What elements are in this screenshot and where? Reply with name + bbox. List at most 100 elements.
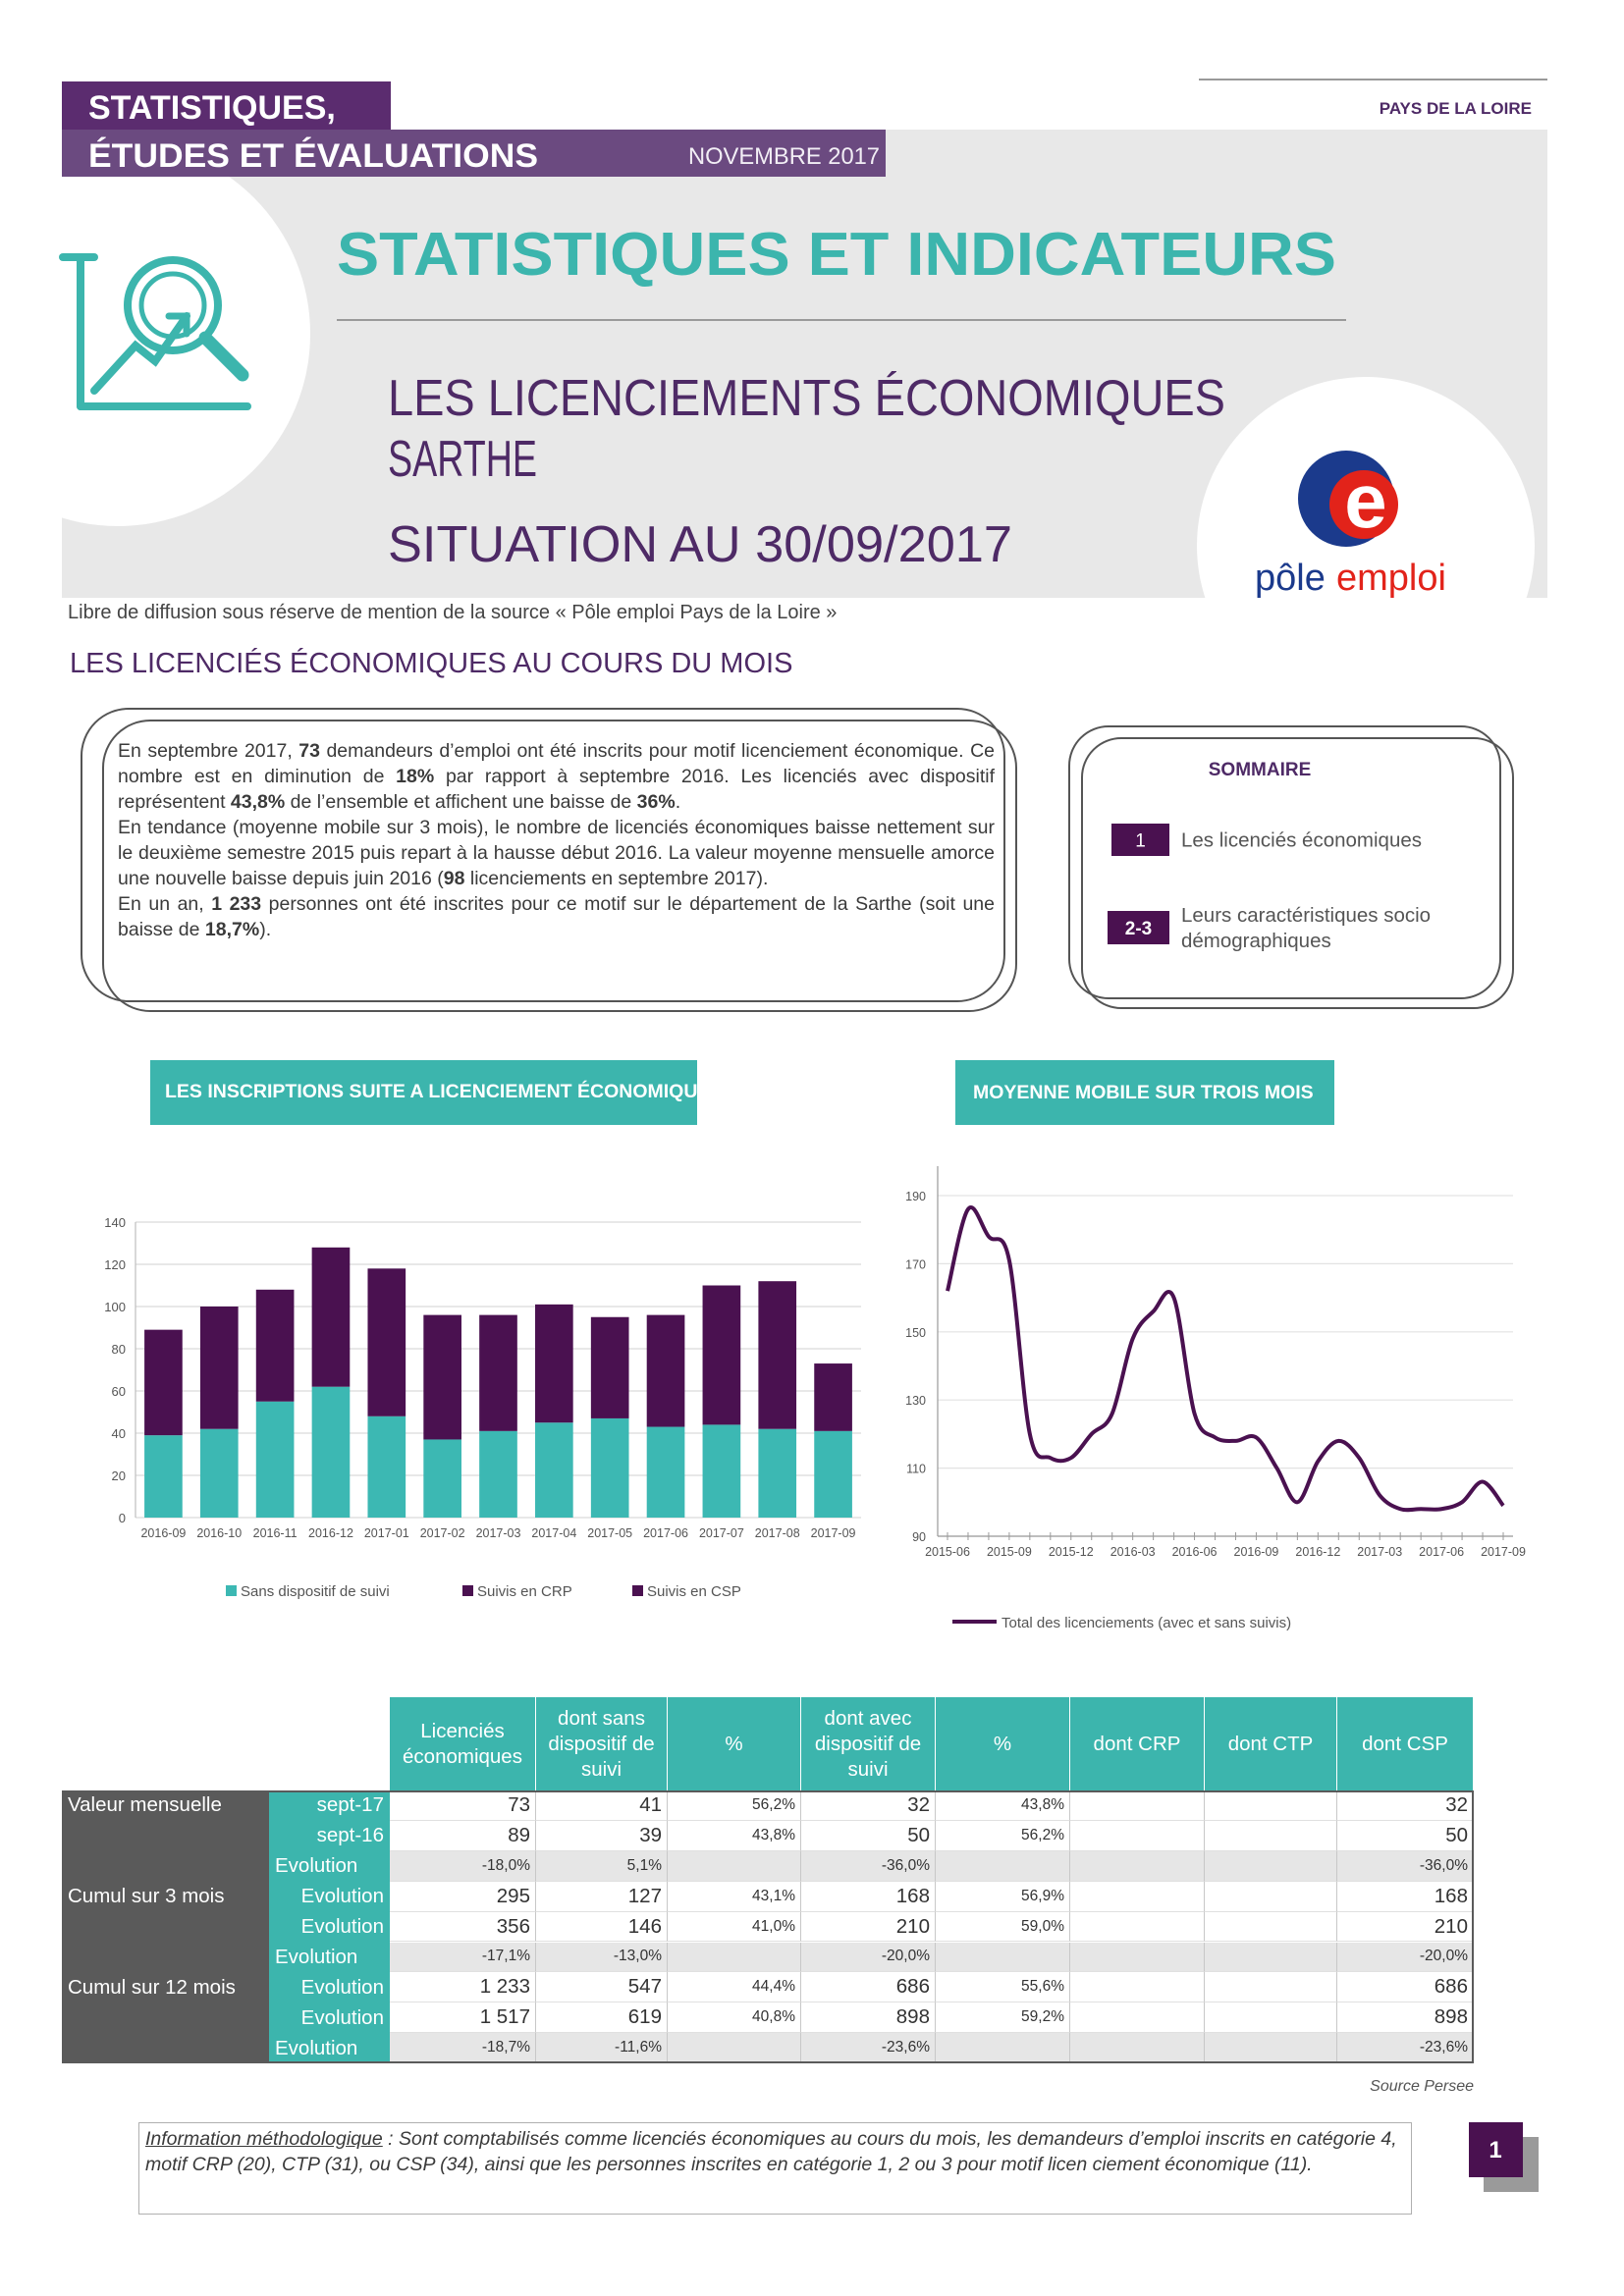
table-cell — [668, 1942, 801, 1973]
table-cell: -20,0% — [801, 1942, 936, 1973]
table-cell: 39 — [536, 1820, 668, 1851]
bar-segment — [758, 1281, 797, 1429]
bar-segment — [535, 1304, 573, 1423]
summary-paragraph: En un an, 1 233 personnes ont été inscri… — [118, 891, 995, 942]
x-tick-label: 2016-06 — [1172, 1545, 1218, 1559]
table-cell — [1070, 1942, 1205, 1973]
table-cell — [936, 1942, 1070, 1973]
section-title: LES LICENCIÉS ÉCONOMIQUES AU COURS DU MO… — [70, 647, 792, 679]
row-label: sept-16 — [316, 1824, 384, 1847]
contents-label: Les licenciés économiques — [1181, 829, 1422, 852]
summary-segment: licenciements en septembre 2017). — [464, 868, 769, 889]
logo-word: pôle — [1255, 558, 1326, 599]
methodology-label: Information méthodologique — [145, 2128, 383, 2150]
table-header-cell: dont CRP — [1070, 1697, 1205, 1790]
table-cell: 1 233 — [390, 1972, 536, 2003]
table-cell: 210 — [801, 1911, 936, 1943]
table-cell: 547 — [536, 1972, 668, 2003]
x-tick-label: 2017-02 — [420, 1526, 465, 1540]
summary-segment: ). — [259, 919, 272, 940]
table-header-cell: dont sans dispositif de suivi — [536, 1697, 668, 1790]
table-cell: 44,4% — [668, 1972, 801, 2003]
table-cell — [1205, 1820, 1337, 1851]
summary-highlight: 36% — [636, 791, 676, 813]
x-tick-label: 2017-06 — [1419, 1545, 1464, 1559]
table-cell — [936, 1850, 1070, 1882]
bar-segment — [199, 1307, 239, 1429]
table-cell: 55,6% — [936, 1972, 1070, 2003]
table-cell — [1070, 1881, 1205, 1912]
row-label: Evolution — [275, 2036, 358, 2059]
x-tick-label: 2017-04 — [531, 1526, 576, 1540]
y-tick-label: 150 — [905, 1326, 926, 1340]
table-cell — [1070, 1790, 1205, 1821]
row-label: Evolution — [275, 1854, 358, 1878]
bar-segment — [702, 1424, 741, 1518]
group-column — [62, 1790, 269, 2064]
contents-page-box — [1108, 911, 1169, 944]
table-cell — [1070, 1972, 1205, 2003]
table-cell: 356 — [390, 1911, 536, 1943]
row-label: Evolution — [300, 1975, 384, 1999]
group-label: Cumul sur 3 mois — [68, 1885, 225, 1908]
summary-paragraph: En septembre 2017, 73 demandeurs d’emplo… — [118, 738, 995, 815]
table-header-cell: Licenciés économiques — [390, 1697, 536, 1790]
row-label: sept-17 — [316, 1793, 384, 1817]
legend-label: Total des licenciements (avec et sans su… — [1001, 1615, 1291, 1631]
x-tick-label: 2017-01 — [364, 1526, 409, 1540]
summary-highlight: 73 — [298, 740, 320, 762]
x-tick-label: 2016-03 — [1110, 1545, 1156, 1559]
x-tick-label: 2017-07 — [699, 1526, 744, 1540]
summary-segment: En septembre 2017, — [118, 740, 299, 762]
legend-swatch — [462, 1585, 473, 1596]
row-label: Evolution — [300, 1915, 384, 1939]
summary-highlight: 98 — [443, 868, 465, 889]
x-tick-label: 2017-09 — [1481, 1545, 1526, 1559]
logo-word: emploi — [1336, 558, 1446, 599]
bar-segment — [144, 1435, 183, 1518]
bar-segment — [423, 1314, 461, 1440]
table-cell: 295 — [390, 1881, 536, 1912]
table-cell: 43,8% — [668, 1820, 801, 1851]
table-cell: -18,0% — [390, 1850, 536, 1882]
x-tick-label: 2017-05 — [587, 1526, 632, 1540]
table-cell — [1205, 1972, 1337, 2003]
summary-highlight: 18,7% — [204, 919, 260, 940]
bar-segment — [646, 1314, 685, 1427]
summary-frame — [81, 708, 1005, 1002]
table-cell: 59,0% — [936, 1911, 1070, 1943]
bar-segment — [758, 1428, 797, 1518]
contents-label: démographiques — [1181, 930, 1331, 952]
table-cell: 898 — [1337, 2002, 1474, 2034]
y-tick-label: 20 — [112, 1468, 126, 1483]
table-cell: 127 — [536, 1881, 668, 1912]
summary-highlight: 1 233 — [211, 893, 262, 915]
summary-segment: personnes ont été inscrites pour ce moti… — [118, 893, 995, 940]
issue-date: NOVEMBRE 2017 — [688, 143, 880, 170]
table-cell — [1205, 2033, 1337, 2064]
x-tick-label: 2015-12 — [1049, 1545, 1094, 1559]
chart-header — [955, 1060, 1334, 1125]
legend-swatch — [226, 1585, 237, 1596]
bar-segment — [590, 1316, 629, 1418]
table-cell: -36,0% — [1337, 1850, 1474, 1882]
bar-segment — [702, 1285, 741, 1425]
contents-label: Leurs caractéristiques socio — [1181, 904, 1431, 927]
table-cell: 43,8% — [936, 1790, 1070, 1821]
x-tick-label: 2015-06 — [925, 1545, 970, 1559]
contents-frame — [1068, 725, 1501, 999]
y-tick-label: 170 — [905, 1257, 926, 1271]
table-cell: 73 — [390, 1790, 536, 1821]
table-cell — [936, 2033, 1070, 2064]
y-tick-label: 0 — [119, 1511, 126, 1525]
table-cell: 41,0% — [668, 1911, 801, 1943]
x-tick-label: 2016-09 — [1234, 1545, 1279, 1559]
group-label: Cumul sur 12 mois — [68, 1975, 236, 1999]
bar-segment — [144, 1329, 183, 1436]
table-cell — [1070, 1820, 1205, 1851]
legend-label: Suivis en CSP — [647, 1583, 741, 1600]
summary-paragraph: En tendance (moyenne mobile sur 3 mois),… — [118, 815, 995, 891]
group-label: Valeur mensuelle — [68, 1793, 222, 1817]
bar-segment — [479, 1430, 517, 1518]
table-header-cell: dont CSP — [1337, 1697, 1474, 1790]
